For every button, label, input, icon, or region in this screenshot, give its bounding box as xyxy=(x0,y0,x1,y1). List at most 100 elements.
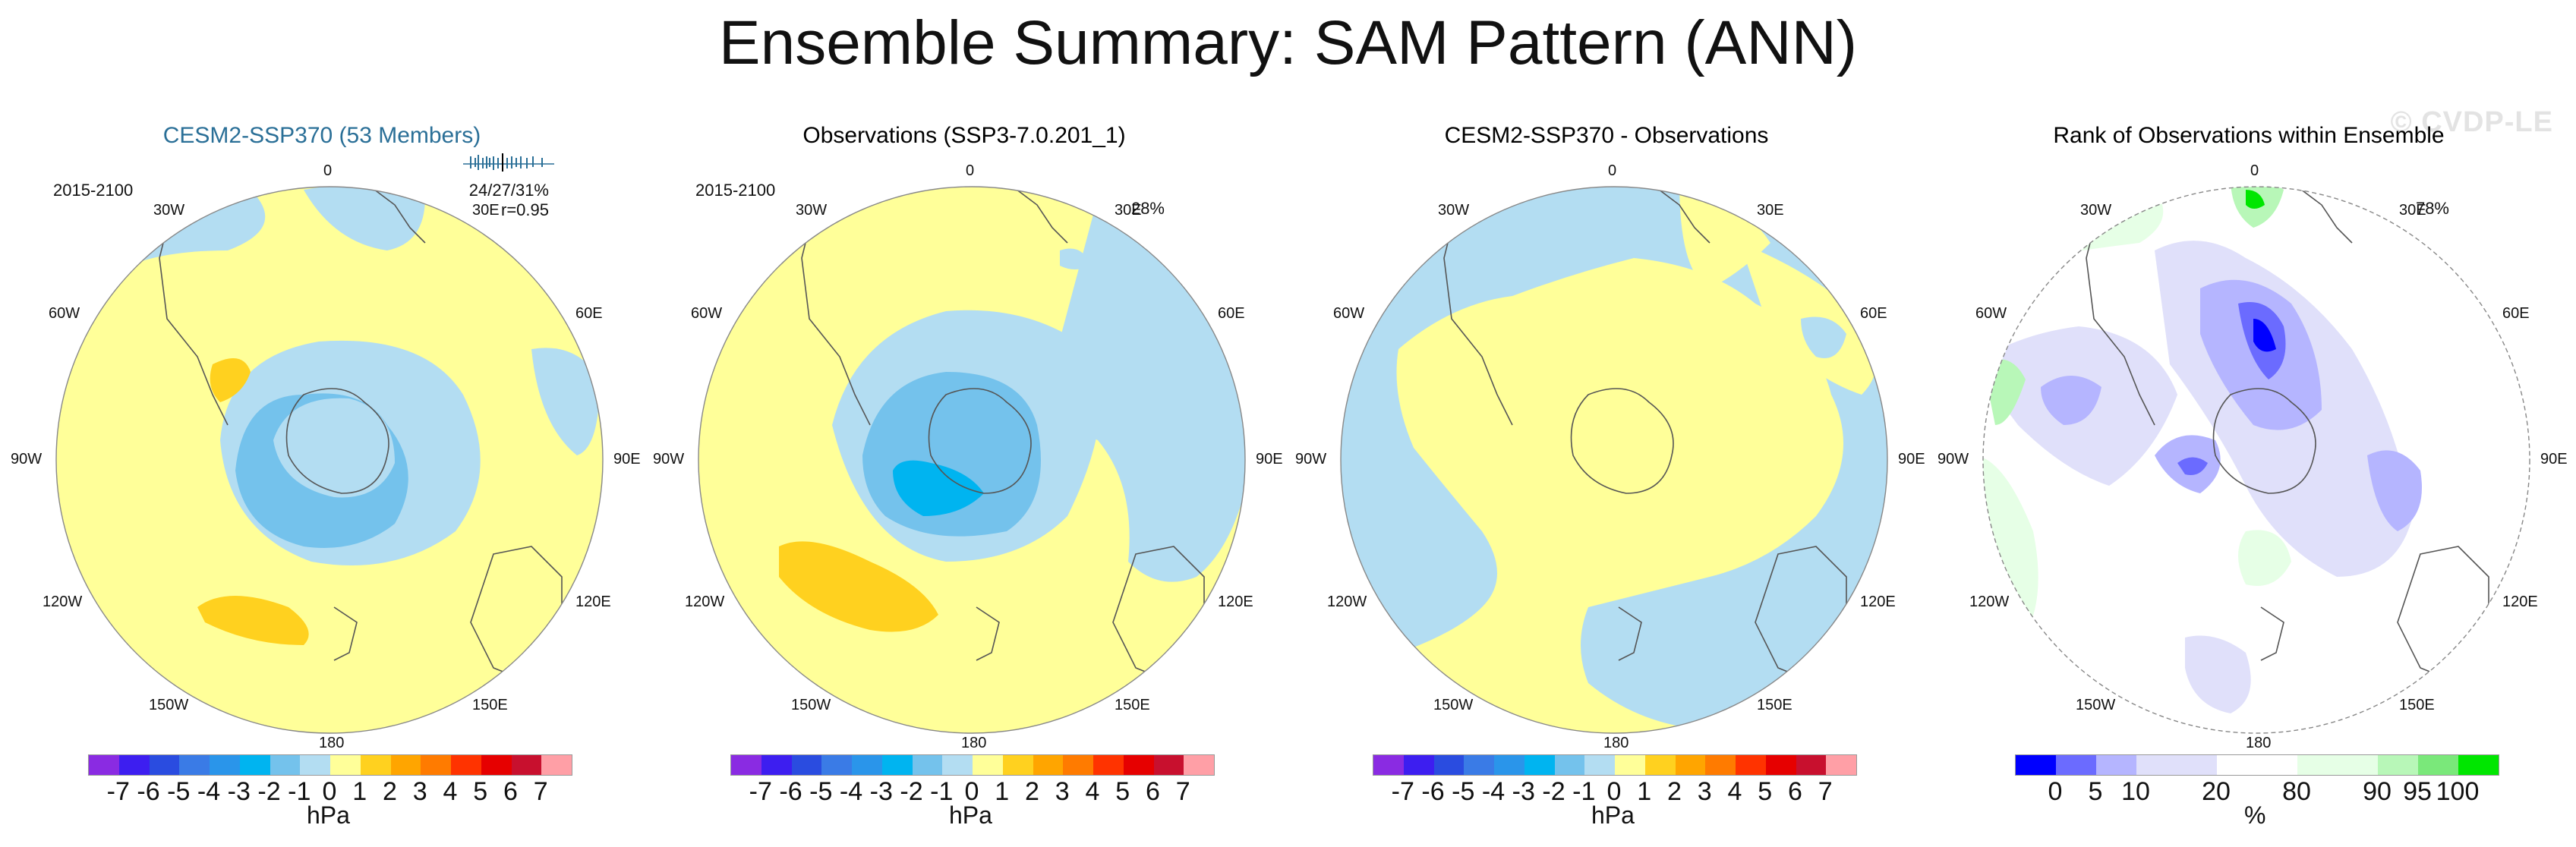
colorbar-units: hPa xyxy=(1591,801,1635,829)
colorbar-segment xyxy=(1615,755,1645,775)
colorbar-segment xyxy=(2418,755,2458,775)
colorbar-segment xyxy=(2177,755,2217,775)
colorbar-tick-label: -3 xyxy=(227,777,251,806)
colorbar-segment xyxy=(1705,755,1736,775)
colorbar-tick-label: 90 xyxy=(2363,777,2392,806)
colorbar-tick-label: 100 xyxy=(2436,777,2480,806)
colorbar-tick-label: 5 xyxy=(2088,777,2103,806)
colorbar-segment xyxy=(2378,755,2418,775)
colorbar-tick-label: -6 xyxy=(1421,777,1445,806)
panel-title: Rank of Observations within Ensemble xyxy=(2053,123,2445,148)
colorbar-segment xyxy=(731,755,761,775)
colorbar-tick-label: 20 xyxy=(2202,777,2231,806)
lon-label-120e: 120E xyxy=(2502,594,2538,610)
colorbar-tick-label: 5 xyxy=(1115,777,1130,806)
colorbar-tick-label: -1 xyxy=(288,777,311,806)
colorbar-segment xyxy=(2056,755,2096,775)
lon-label-150e: 150E xyxy=(2399,697,2435,713)
colorbar-tick-label: -5 xyxy=(1452,777,1475,806)
colorbar-segment xyxy=(1002,755,1033,775)
colorbar-segment xyxy=(1524,755,1555,775)
colorbar-tick-label: 4 xyxy=(1085,777,1100,806)
colorbar-segment xyxy=(761,755,792,775)
colorbar-segment xyxy=(1554,755,1585,775)
colorbar-units: hPa xyxy=(949,801,992,829)
colorbar-segment xyxy=(881,755,913,775)
colorbar-tick-label: 3 xyxy=(1697,777,1712,806)
lon-label-30e: 30E xyxy=(2399,202,2426,219)
lon-label-0: 0 xyxy=(2250,162,2259,179)
colorbar-tick-label: 6 xyxy=(1146,777,1160,806)
colorbar-tick-label: 80 xyxy=(2282,777,2311,806)
colorbar-tick-label: 6 xyxy=(503,777,518,806)
colorbar-tick-label: 1 xyxy=(995,777,1010,806)
lon-label-120e: 120E xyxy=(1860,594,1896,610)
colorbar-segment xyxy=(1675,755,1706,775)
colorbar xyxy=(730,754,1215,776)
lon-label-120e: 120E xyxy=(575,594,611,610)
lon-label-150e: 150E xyxy=(1757,697,1792,713)
lon-label-120w: 120W xyxy=(1327,594,1367,610)
colorbar-tick-label: 95 xyxy=(2403,777,2432,806)
colorbar-units: % xyxy=(2244,801,2266,829)
colorbar-segment xyxy=(1033,755,1064,775)
period-label: 2015-2100 xyxy=(695,181,776,200)
colorbar-tick-label: -2 xyxy=(900,777,923,806)
lon-label-30e: 30E xyxy=(1115,202,1142,219)
lon-label-90w: 90W xyxy=(11,451,43,468)
colorbar-segment xyxy=(481,755,512,775)
colorbar-segment xyxy=(912,755,943,775)
colorbar-tick-label: -5 xyxy=(809,777,833,806)
lon-label-30w: 30W xyxy=(153,202,185,219)
colorbar-tick-label: -6 xyxy=(137,777,160,806)
colorbar-segment xyxy=(390,755,421,775)
colorbar-segment xyxy=(360,755,391,775)
colorbar-tick-label: 5 xyxy=(1758,777,1773,806)
lon-label-180: 180 xyxy=(2246,735,2272,751)
colorbar-segment xyxy=(1153,755,1184,775)
panel-title: CESM2-SSP370 - Observations xyxy=(1444,123,1769,148)
polar-map xyxy=(1982,186,2530,734)
colorbar xyxy=(88,754,572,776)
colorbar-tick-label: -5 xyxy=(167,777,191,806)
lon-label-150e: 150E xyxy=(1115,697,1150,713)
stats-box: 24/27/31% r=0.95 xyxy=(469,181,549,221)
panel-observations: Observations (SSP3-7.0.201_1) 2015-2100 … xyxy=(642,0,1286,847)
lon-label-120w: 120W xyxy=(1969,594,2010,610)
colorbar-tick-label: 2 xyxy=(1025,777,1039,806)
colorbar-segment xyxy=(2338,755,2378,775)
colorbar-tick-label: -4 xyxy=(197,777,221,806)
colorbar-tick-label: 1 xyxy=(352,777,367,806)
panel-rank: Rank of Observations within Ensemble 78% xyxy=(1927,0,2571,847)
lon-label-150w: 150W xyxy=(791,697,831,713)
colorbar xyxy=(1373,754,1857,776)
lon-label-30w: 30W xyxy=(796,202,828,219)
lon-label-60e: 60E xyxy=(1218,305,1245,322)
colorbar-segment xyxy=(1123,755,1154,775)
panel-title: Observations (SSP3-7.0.201_1) xyxy=(802,123,1126,148)
colorbar-segment xyxy=(300,755,330,775)
lon-label-150w: 150W xyxy=(1433,697,1474,713)
colorbar-segment xyxy=(270,755,301,775)
lon-label-150e: 150E xyxy=(472,697,508,713)
colorbar-segment xyxy=(1494,755,1524,775)
colorbar-tick-label: -7 xyxy=(106,777,130,806)
colorbar-tick-label: -7 xyxy=(1391,777,1414,806)
colorbar-tick-label: 7 xyxy=(1175,777,1190,806)
lon-label-150w: 150W xyxy=(149,697,189,713)
lon-label-180: 180 xyxy=(961,735,987,751)
colorbar-segment xyxy=(821,755,852,775)
polar-map xyxy=(55,186,604,734)
colorbar-segment xyxy=(1644,755,1676,775)
lon-label-60w: 60W xyxy=(1975,305,2007,322)
lon-label-180: 180 xyxy=(1603,735,1629,751)
colorbar-tick-label: -4 xyxy=(839,777,863,806)
panel-title: CESM2-SSP370 (53 Members) xyxy=(162,123,481,148)
colorbar-tick-label: -2 xyxy=(257,777,281,806)
lon-label-60e: 60E xyxy=(1860,305,1887,322)
lon-label-0: 0 xyxy=(1608,162,1617,179)
figure-title: Ensemble Summary: SAM Pattern (ANN) xyxy=(718,8,1858,77)
polar-map xyxy=(698,186,1246,734)
lon-label-60w: 60W xyxy=(691,305,723,322)
colorbar-segment xyxy=(149,755,180,775)
